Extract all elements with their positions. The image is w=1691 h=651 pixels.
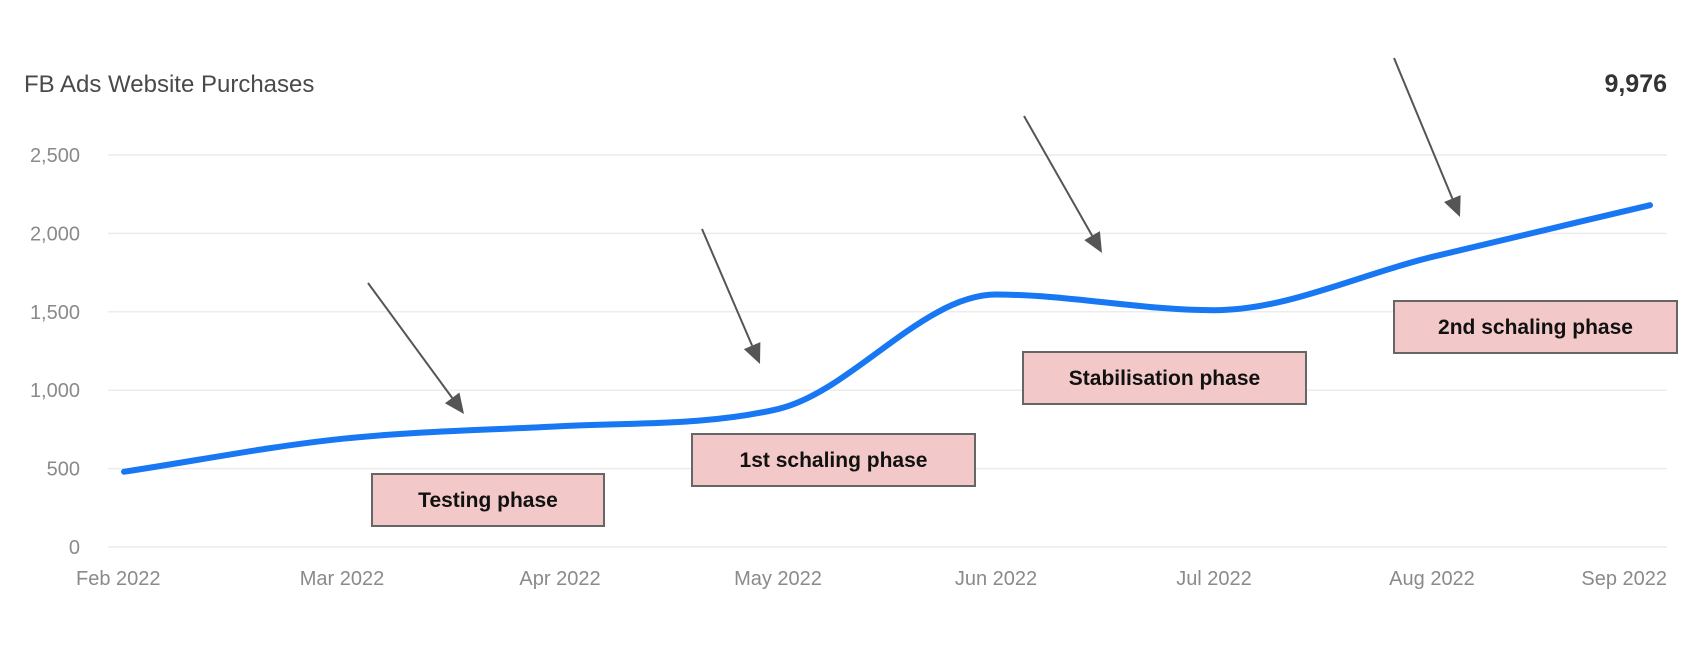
x-tick-label: Feb 2022 [76, 568, 161, 590]
phase-box [1393, 300, 1678, 354]
phase-annotations: Testing phase 1st schaling phase Stabilisa… [371, 300, 1678, 527]
phase-box [371, 473, 605, 527]
y-tick-label: 0 [69, 537, 80, 559]
phase-label: 1st schaling phase [740, 449, 928, 472]
x-tick-label: Apr 2022 [519, 568, 600, 590]
y-tick-label: 2,500 [30, 145, 80, 167]
y-tick-label: 1,000 [30, 380, 80, 402]
x-tick-label: Jun 2022 [955, 568, 1037, 590]
y-axis-ticks: 0 500 1,000 1,500 2,000 2,500 [30, 145, 80, 559]
arrow-head [743, 342, 761, 364]
phase-label: Testing phase [418, 489, 558, 512]
annotation-arrows [367, 57, 1461, 414]
y-tick-label: 500 [47, 459, 80, 481]
arrow-head [1444, 195, 1461, 217]
y-tick-label: 1,500 [30, 302, 80, 324]
x-tick-label: Mar 2022 [300, 568, 385, 590]
x-tick-label: Aug 2022 [1389, 568, 1475, 590]
series-line [121, 202, 1653, 475]
y-tick-label: 2,000 [30, 223, 80, 245]
phase-label: Stabilisation phase [1069, 367, 1260, 390]
x-axis-ticks: Feb 2022 Mar 2022 Apr 2022 May 2022 Jun 2022… [76, 568, 1667, 590]
x-tick-label: Jul 2022 [1176, 568, 1252, 590]
phase-box [691, 433, 976, 487]
series-layer [121, 202, 1653, 475]
annotation-arrow [367, 282, 453, 399]
arrow-head [444, 392, 464, 414]
annotation-arrow [1393, 57, 1454, 199]
chart-title: FB Ads Website Purchases [24, 71, 314, 98]
x-tick-label: Sep 2022 [1581, 568, 1667, 590]
annotation-arrow [1023, 115, 1093, 237]
phase-label: 2nd schaling phase [1438, 316, 1633, 339]
total-value: 9,976 [1604, 70, 1667, 98]
grid-lines [108, 154, 1667, 548]
phase-box [1022, 351, 1307, 405]
arrow-head [1084, 231, 1102, 253]
annotation-arrow [701, 228, 754, 347]
x-tick-label: May 2022 [734, 568, 822, 590]
